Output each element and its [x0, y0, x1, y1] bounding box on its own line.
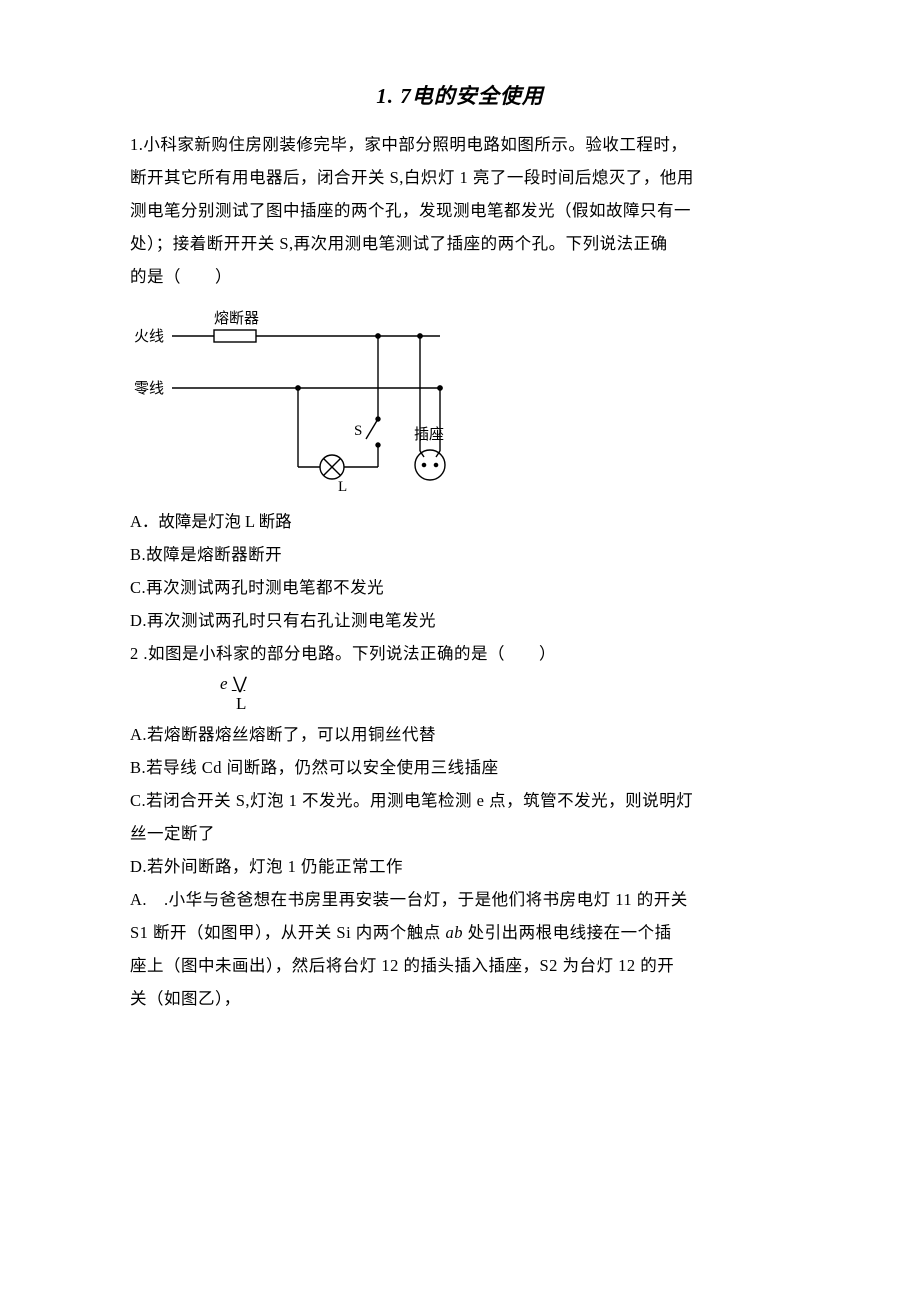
svg-text:火线: 火线 — [134, 328, 164, 345]
svg-text:插座: 插座 — [414, 426, 444, 443]
q1-circuit-diagram: 火线 熔断器 零线 — [130, 299, 790, 499]
q3-l2-ab: ab — [445, 923, 463, 942]
q2-fig-glyph: ⋁ — [232, 674, 245, 693]
q1-stem-line5: 的是（ ） — [130, 260, 790, 293]
q2-stem: 2 .如图是小科家的部分电路。下列说法正确的是（ ） — [130, 637, 790, 670]
q2-mini-figure: e ⋁ L — [220, 674, 790, 714]
q1-stem-line2: 断开其它所有用电器后，闭合开关 S,白炽灯 1 亮了一段时间后熄灭了，他用 — [130, 161, 790, 194]
page-title: 1. 7电的安全使用 — [130, 80, 790, 110]
q1-option-a: A．故障是灯泡 L 断路 — [130, 505, 790, 538]
q2-fig-L: L — [236, 694, 790, 714]
svg-text:零线: 零线 — [134, 380, 164, 397]
q3-line2: S1 断开（如图甲），从开关 Si 内两个触点 ab 处引出两根电线接在一个插 — [130, 916, 790, 949]
q2-fig-e: e — [220, 674, 228, 693]
q2-option-a: A.若熔断器熔丝熔断了，可以用铜丝代替 — [130, 718, 790, 751]
q2-option-b: B.若导线 Cd 间断路，仍然可以安全使用三线插座 — [130, 751, 790, 784]
svg-text:L: L — [338, 479, 347, 495]
q3-l2-post: 处引出两根电线接在一个插 — [463, 923, 672, 942]
q3-line3: 座上（图中未画出），然后将台灯 12 的插头插入插座，S2 为台灯 12 的开 — [130, 949, 790, 982]
q1-stem-line4: 处）；接着断开开关 S,再次用测电笔测试了插座的两个孔。下列说法正确 — [130, 227, 790, 260]
q3-l2-pre: S1 断开（如图甲），从开关 Si 内两个触点 — [130, 923, 445, 942]
svg-text:S: S — [354, 423, 362, 439]
q1-option-d: D.再次测试两孔时只有右孔让测电笔发光 — [130, 604, 790, 637]
q2-option-c-line2: 丝一定断了 — [130, 817, 790, 850]
q2-option-c-line1: C.若闭合开关 S,灯泡 1 不发光。用测电笔检测 e 点，筑管不发光，则说明灯 — [130, 784, 790, 817]
q3-line4: 关（如图乙）， — [130, 982, 790, 1015]
q1-stem-line1: 1.小科家新购住房刚装修完毕，家中部分照明电路如图所示。验收工程时， — [130, 128, 790, 161]
svg-text:熔断器: 熔断器 — [214, 310, 259, 327]
q1-stem-line3: 测电笔分别测试了图中插座的两个孔，发现测电笔都发光（假如故障只有一 — [130, 194, 790, 227]
q2-option-d: D.若外间断路，灯泡 1 仍能正常工作 — [130, 850, 790, 883]
q1-option-b: B.故障是熔断器断开 — [130, 538, 790, 571]
q3-line1: A. .小华与爸爸想在书房里再安装一台灯，于是他们将书房电灯 11 的开关 — [130, 883, 790, 916]
q1-option-c: C.再次测试两孔时测电笔都不发光 — [130, 571, 790, 604]
document-page: 1. 7电的安全使用 1.小科家新购住房刚装修完毕，家中部分照明电路如图所示。验… — [0, 0, 920, 1301]
